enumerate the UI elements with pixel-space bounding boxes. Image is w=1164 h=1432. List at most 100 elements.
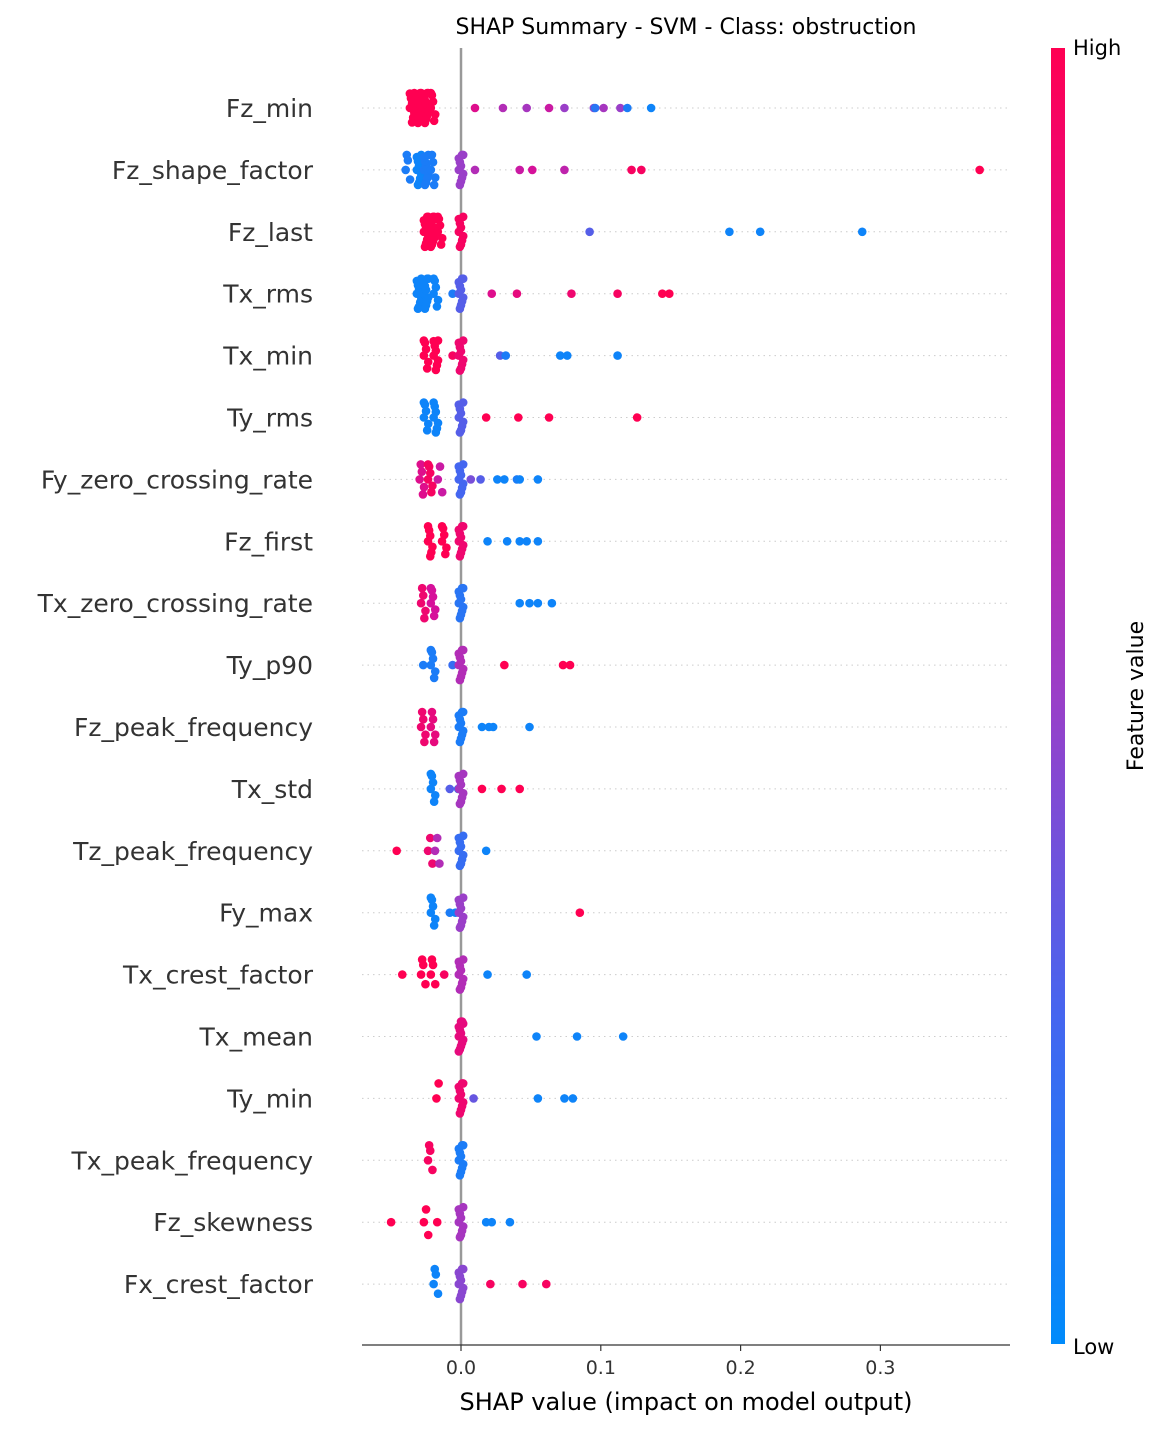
shap-point [483,537,492,546]
shap-point [470,103,480,113]
shap-point [725,227,734,237]
shap-point [505,1217,515,1227]
shap-point [413,304,423,314]
shap-point [456,1017,466,1026]
shap-point [386,1217,396,1227]
shap-point [455,242,465,252]
feature-label: Ty_min [226,1084,313,1113]
colorbar [1051,48,1065,1344]
shap-point [544,103,554,113]
shap-point [427,487,436,497]
x-axis-title: SHAP value (impact on model output) [460,1388,913,1416]
shap-point [433,475,443,484]
shap-point [401,165,410,175]
shap-point [426,88,436,98]
shap-point [455,1232,465,1242]
shap-point [425,468,435,478]
shap-point [458,955,468,964]
shap-point [433,212,443,222]
shap-point [512,289,522,299]
shap-point [437,487,447,497]
shap-point [418,490,428,499]
feature-label: Tx_std [231,775,313,804]
shap-point [466,475,476,484]
feature-label: Fz_shape_factor [112,156,314,185]
shap-point [498,103,508,113]
shap-point [421,406,431,416]
shap-point [428,859,437,868]
shap-point [455,1171,465,1180]
shap-point [441,549,450,559]
shap-point [417,955,427,964]
shap-point [565,660,575,670]
shap-point [458,769,468,779]
shap-point [397,970,407,979]
shap-point [455,985,465,994]
shap-point [433,295,443,305]
shap-point [426,242,436,252]
shap-point [430,791,440,800]
shap-point [426,583,436,593]
shap-point [426,893,436,902]
shap-point [533,1094,543,1103]
shap-point [427,150,437,160]
shap-point [420,737,429,747]
shap-point [418,660,428,670]
shap-point [435,462,445,471]
shap-point [417,583,427,593]
shap-point [493,475,502,484]
shap-point [429,116,439,126]
shap-point [392,846,401,856]
shap-point [429,398,438,407]
shap-point [426,769,436,779]
feature-label: Tx_crest_factor [122,961,314,990]
shap-point [430,110,440,119]
feature-label: Tx_min [222,342,313,371]
shap-point [419,336,429,345]
shap-point [422,274,432,284]
feature-label: Fy_zero_crossing_rate [41,465,313,494]
points-layer [386,88,984,1304]
shap-point [500,475,509,484]
shap-point [429,797,439,806]
feature-label: Tx_zero_crossing_rate [37,589,313,618]
shap-point [423,357,433,367]
shap-point [420,613,429,623]
shap-point [568,1094,578,1103]
shap-point [429,1279,438,1289]
shap-point [522,970,532,979]
x-tick-label: 0.0 [446,1357,476,1379]
shap-point [430,173,440,182]
shap-point [547,598,557,608]
shap-point [435,221,445,230]
feature-labels: Fz_min Fz_shape_factor Fz_last Tx_rms Tx_min… [37,94,314,1299]
shap-point [423,419,433,429]
shap-point [426,165,436,175]
shap-point [613,351,622,360]
feature-label: Fz_peak_frequency [74,713,313,742]
shap-point [575,908,585,917]
shap-point [477,784,487,794]
shap-point [425,833,435,843]
shap-point [590,103,600,113]
x-ticks: 0.0 0.1 0.2 0.3 [446,1345,896,1379]
shap-point [522,103,532,113]
shap-point [541,1279,551,1289]
shap-point [421,979,430,989]
shap-point [420,118,430,128]
shap-point [458,460,468,469]
shap-point [560,1094,569,1103]
shap-point [533,598,543,608]
shap-point [515,475,525,484]
shap-point [417,467,427,477]
shap-point [430,1264,440,1274]
shap-point [527,165,537,175]
feature-label: Fx_crest_factor [124,1270,314,1299]
feature-label: Tx_mean [199,1023,313,1052]
shap-point [457,583,467,593]
shap-point [515,598,525,608]
feature-label: Tz_peak_frequency [72,837,313,866]
shap-point [420,180,430,190]
shap-point [432,1094,441,1103]
